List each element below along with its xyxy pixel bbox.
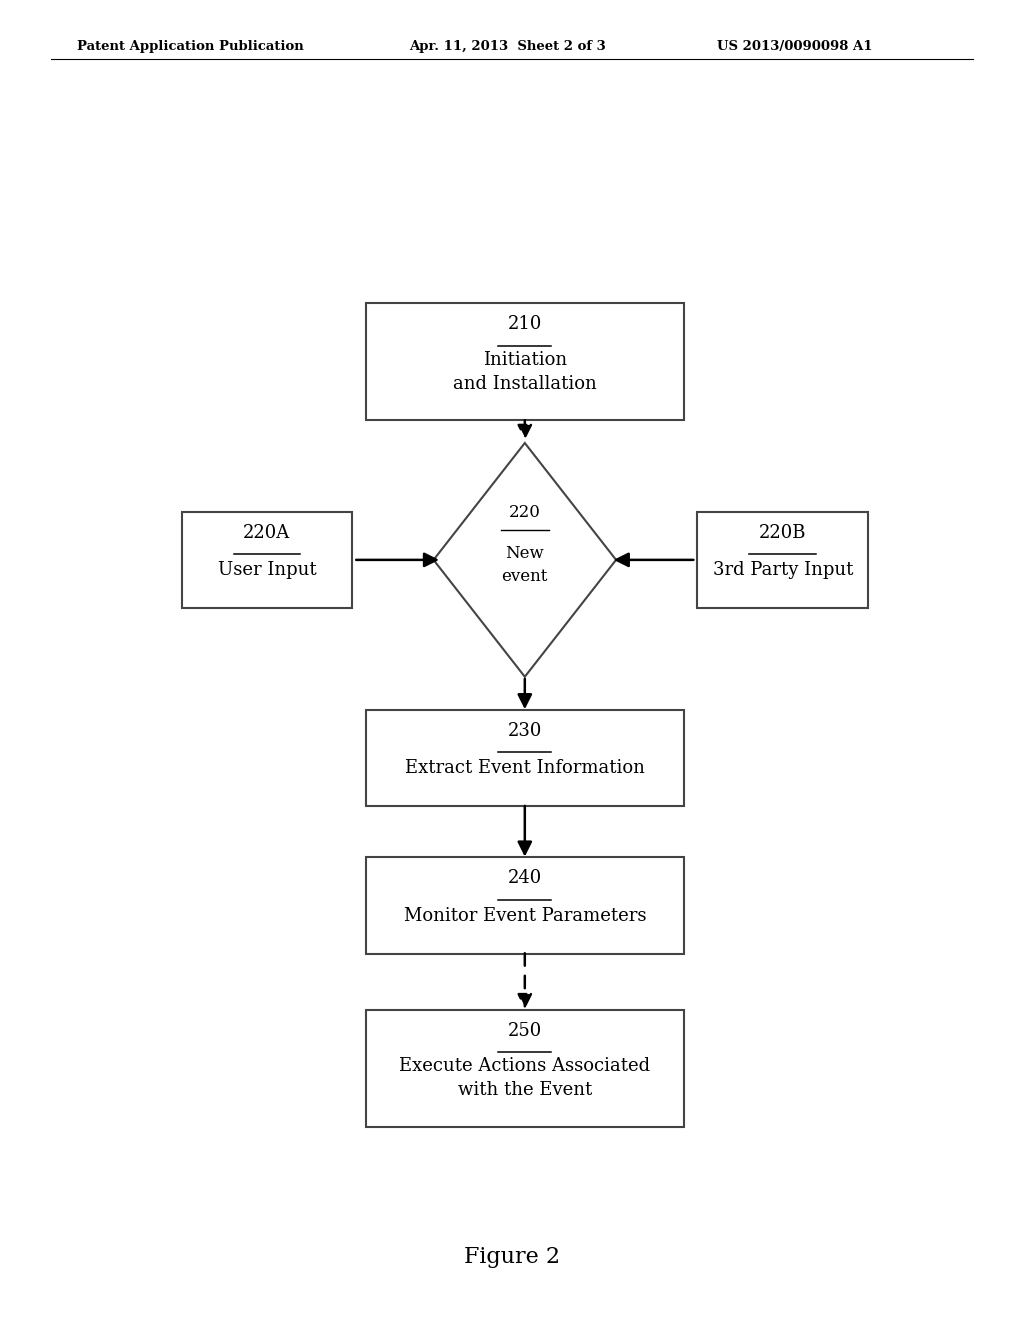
Text: 210: 210 <box>508 315 542 334</box>
Bar <box>367 857 684 954</box>
Bar <box>181 512 352 609</box>
Text: 220B: 220B <box>759 524 807 541</box>
Text: 240: 240 <box>508 870 542 887</box>
Bar <box>367 1010 684 1126</box>
Text: US 2013/0090098 A1: US 2013/0090098 A1 <box>717 40 872 53</box>
Bar <box>367 304 684 420</box>
Text: 3rd Party Input: 3rd Party Input <box>713 561 853 579</box>
Text: Initiation
and Installation: Initiation and Installation <box>453 351 597 392</box>
Text: 230: 230 <box>508 722 542 741</box>
Text: 220A: 220A <box>244 524 291 541</box>
Text: Execute Actions Associated
with the Event: Execute Actions Associated with the Even… <box>399 1057 650 1100</box>
Text: Figure 2: Figure 2 <box>464 1246 560 1267</box>
Text: User Input: User Input <box>217 561 316 579</box>
Text: Extract Event Information: Extract Event Information <box>404 759 645 777</box>
Text: Monitor Event Parameters: Monitor Event Parameters <box>403 907 646 924</box>
Polygon shape <box>433 444 616 677</box>
Text: Patent Application Publication: Patent Application Publication <box>77 40 303 53</box>
Text: 250: 250 <box>508 1022 542 1040</box>
Text: Apr. 11, 2013  Sheet 2 of 3: Apr. 11, 2013 Sheet 2 of 3 <box>410 40 606 53</box>
Bar <box>367 710 684 807</box>
Bar <box>697 512 868 609</box>
Text: New
event: New event <box>502 545 548 585</box>
Text: 220: 220 <box>509 504 541 521</box>
